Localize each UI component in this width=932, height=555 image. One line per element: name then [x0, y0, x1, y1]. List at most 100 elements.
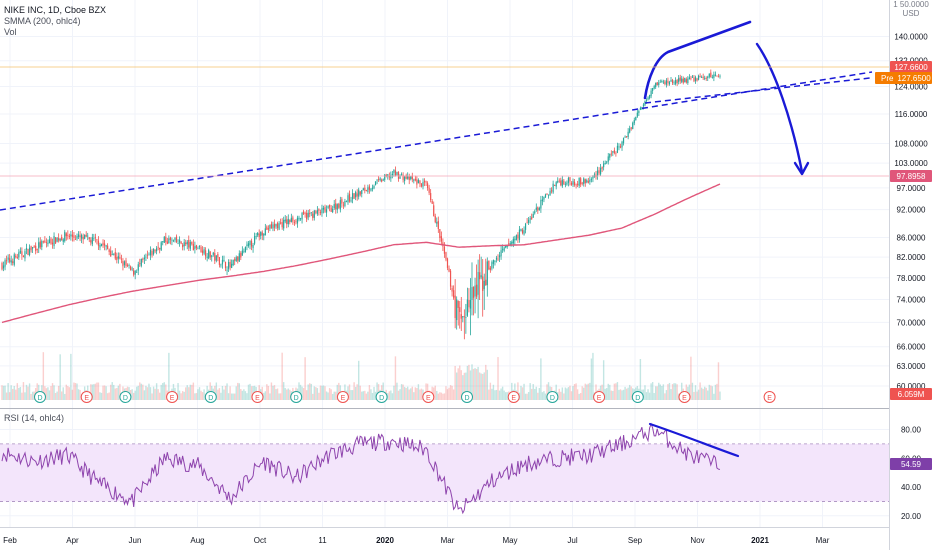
- volume-bar: [573, 384, 576, 400]
- volume-bar: [298, 382, 300, 400]
- candle-body: [547, 194, 550, 196]
- rsi-value-text: 54.59: [901, 460, 922, 469]
- candle-body: [258, 233, 260, 238]
- last-price-text: 127.6600: [894, 63, 928, 72]
- volume-bar: [658, 382, 660, 400]
- candle-body: [188, 239, 190, 248]
- symbol-title[interactable]: NIKE INC, 1D, Cboe BZX: [4, 5, 107, 15]
- volume-bar: [350, 390, 352, 400]
- candle-body: [24, 251, 26, 259]
- earnings-marker[interactable]: E: [80, 391, 93, 403]
- earnings-marker[interactable]: E: [422, 391, 435, 403]
- candle-body: [70, 234, 72, 237]
- volume-bar: [230, 393, 233, 400]
- rsi-legend[interactable]: RSI (14, ohlc4): [4, 413, 65, 423]
- volume-bar: [446, 389, 449, 400]
- volume-bar: [497, 357, 499, 400]
- volume-bar: [275, 389, 277, 400]
- dividend-marker[interactable]: D: [34, 391, 46, 403]
- candle-body: [62, 239, 64, 242]
- event-marker-label: E: [511, 395, 516, 402]
- dividend-marker[interactable]: D: [461, 391, 473, 403]
- volume-bar: [243, 389, 245, 400]
- dividend-marker[interactable]: D: [375, 391, 388, 403]
- candle-body: [321, 208, 323, 214]
- volume-bar: [433, 387, 435, 400]
- dividend-marker[interactable]: D: [290, 391, 303, 403]
- candle-body: [41, 241, 43, 248]
- candle-body: [494, 260, 496, 262]
- volume-bar: [691, 382, 694, 400]
- upper-trendline[interactable]: [0, 71, 873, 211]
- volume-bar: [612, 390, 614, 400]
- volume-bar: [270, 382, 273, 400]
- candle-body: [544, 194, 547, 198]
- candle-body: [676, 80, 678, 84]
- candle-body: [81, 235, 83, 239]
- candle-body: [123, 261, 126, 265]
- candle-body: [266, 226, 268, 230]
- volume-bar: [696, 391, 698, 400]
- event-marker-label: E: [682, 395, 687, 402]
- volume-bar: [477, 366, 479, 400]
- candle-body: [107, 245, 109, 249]
- volume-bar: [527, 392, 530, 400]
- dividend-marker[interactable]: D: [119, 391, 132, 403]
- volume-bar: [42, 352, 45, 400]
- earnings-marker[interactable]: E: [166, 391, 179, 403]
- channel-trendline[interactable]: [644, 77, 871, 104]
- volume-bar: [475, 368, 478, 400]
- dividend-marker[interactable]: D: [546, 391, 559, 403]
- earnings-marker[interactable]: E: [678, 391, 691, 403]
- volume-bar: [273, 385, 276, 400]
- time-axis[interactable]: Feb Apr Jun Aug Oct 11 2020 Mar May Jul Sep Nov 2021…: [3, 536, 830, 545]
- price-tick-label: 74.0000: [897, 295, 926, 304]
- candle-body: [445, 252, 447, 260]
- volume-bar: [331, 393, 334, 400]
- candle-body: [515, 235, 517, 240]
- smma-legend[interactable]: SMMA (200, ohlc4): [4, 16, 81, 26]
- candle-body: [583, 178, 585, 185]
- volume-bar: [56, 391, 58, 400]
- candle-body: [185, 242, 187, 245]
- volume-bar: [500, 388, 502, 400]
- candle-body: [110, 250, 112, 257]
- candle-body: [570, 182, 573, 185]
- volume-bar: [584, 383, 586, 400]
- candle-body: [688, 77, 690, 80]
- volume-bar: [468, 364, 470, 400]
- volume-bar: [165, 384, 167, 400]
- candle-body: [10, 260, 12, 263]
- candle-body: [645, 100, 648, 101]
- candle-body: [641, 106, 643, 110]
- candle-body: [694, 77, 697, 82]
- rsi-divergence-drawing[interactable]: [648, 422, 740, 458]
- down-arrow-head[interactable]: [793, 161, 810, 176]
- event-marker-label: D: [550, 395, 555, 402]
- candle-body: [701, 77, 703, 78]
- price-axis[interactable]: 140.0000132.0000124.0000116.0000108.0000…: [894, 32, 928, 391]
- down-arrow-drawing[interactable]: [755, 42, 804, 174]
- earnings-marker[interactable]: E: [763, 391, 776, 403]
- volume-bar: [368, 385, 371, 400]
- volume-legend[interactable]: Vol: [4, 27, 17, 37]
- candle-body: [209, 251, 211, 258]
- candle-body: [385, 174, 387, 177]
- candle-body: [90, 240, 92, 243]
- volume-bar: [27, 386, 29, 400]
- volume-bar: [105, 386, 107, 400]
- volume-bar: [590, 358, 593, 400]
- volume-bar: [376, 382, 378, 400]
- volume-bar: [665, 390, 668, 400]
- candle-body: [697, 75, 700, 80]
- earnings-marker[interactable]: E: [336, 391, 349, 403]
- candle-body: [257, 233, 259, 236]
- earnings-marker[interactable]: E: [251, 391, 264, 403]
- earnings-marker[interactable]: E: [507, 391, 520, 403]
- dividend-marker[interactable]: D: [631, 391, 644, 403]
- earnings-marker[interactable]: E: [593, 391, 606, 403]
- dividend-marker[interactable]: D: [204, 391, 217, 403]
- volume-bar: [68, 387, 71, 400]
